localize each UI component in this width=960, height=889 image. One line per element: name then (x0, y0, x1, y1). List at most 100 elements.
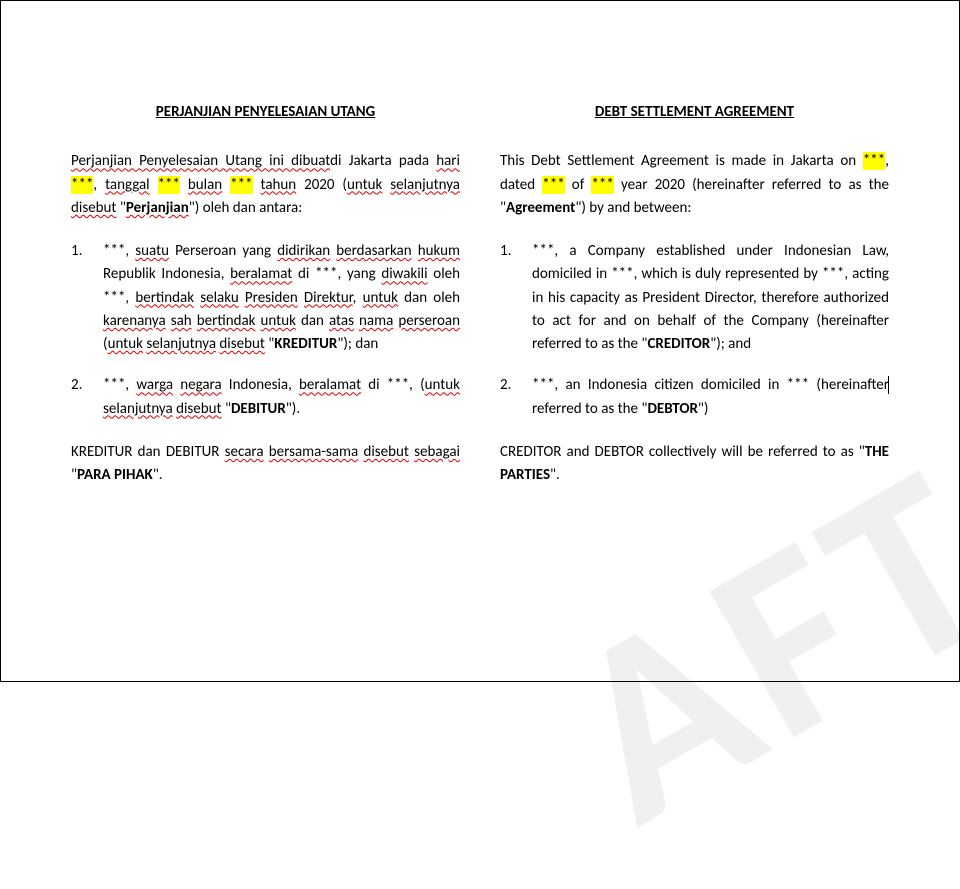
list-item: 1. ***, a Company established under Indo… (500, 240, 889, 356)
intro-text: disebut (71, 199, 116, 217)
intro-text: " (116, 199, 125, 217)
list-body: ***, suatu Perseroan yang didirikan berd… (103, 240, 460, 356)
list-body: ***, warga negara Indonesia, beralamat d… (103, 374, 460, 421)
txt: untuk (363, 289, 398, 307)
txt: negara (180, 376, 221, 394)
highlight-placeholder: *** (158, 176, 180, 194)
txt: berdasarkan (336, 242, 411, 260)
txt: Republik Indonesia, (103, 265, 230, 283)
txt: warga (136, 376, 173, 394)
txt: bertindak (135, 289, 194, 307)
highlight-placeholder: *** (71, 176, 93, 194)
txt: , (125, 242, 135, 260)
list-number: 2. (71, 374, 103, 421)
highlight-placeholder: *** (591, 176, 613, 194)
txt: of (565, 176, 592, 194)
txt: sah (171, 312, 192, 330)
txt: hukum (418, 242, 460, 260)
highlight-placeholder: *** (230, 176, 252, 194)
txt: selaku (200, 289, 238, 307)
txt: Perseroan yang (169, 242, 277, 260)
intro-text: selanjutnya (390, 176, 460, 194)
intro-text: bulan (188, 176, 222, 194)
list-number: 2. (500, 374, 532, 421)
right-title: DEBT SETTLEMENT AGREEMENT (500, 101, 889, 124)
intro-text: di Jakarta pada (330, 152, 436, 170)
right-party-list: 1. ***, a Company established under Indo… (500, 240, 889, 421)
txt: "); dan (337, 335, 378, 353)
txt: ") by and between: (575, 199, 691, 217)
sp (180, 176, 188, 194)
list-item: 1. ***, suatu Perseroan yang didirikan b… (71, 240, 460, 356)
txt: bertindak (197, 312, 256, 330)
right-column: DEBT SETTLEMENT AGREEMENT This Debt Sett… (500, 101, 889, 487)
text-cursor (888, 376, 889, 394)
highlight-placeholder: *** (863, 152, 885, 170)
txt: ". (550, 466, 560, 484)
txt: dan (296, 312, 329, 330)
txt: untuk (261, 312, 296, 330)
list-number: 1. (71, 240, 103, 356)
intro-text: tanggal (105, 176, 150, 194)
bold-term: CREDITOR (647, 335, 710, 353)
txt: karenanya (103, 312, 166, 330)
intro-text: untuk (347, 176, 382, 194)
intro-text: , (93, 176, 105, 194)
right-intro: This Debt Settlement Agreement is made i… (500, 150, 889, 220)
txt: "). (286, 400, 300, 418)
txt: bersama-sama (269, 443, 358, 461)
sp (222, 176, 230, 194)
txt: ***, an Indonesia citizen domiciled in *… (532, 376, 889, 394)
txt: Presiden (245, 289, 298, 307)
bold-term: DEBTOR (647, 400, 697, 418)
txt: *** (103, 242, 125, 260)
bold-term: Perjanjian (126, 199, 189, 217)
txt: ". (153, 466, 163, 484)
txt: , (125, 376, 136, 394)
txt: " (265, 335, 274, 353)
bold-term: KREDITUR (274, 335, 337, 353)
txt: *** (103, 376, 125, 394)
document-page: PERJANJIAN PENYELESAIAN UTANG Perjanjian… (1, 1, 959, 517)
txt: This Debt Settlement Agreement is made i… (500, 152, 863, 170)
txt: Direktur (304, 289, 353, 307)
intro-text: 2020 ( (296, 176, 347, 194)
list-item: 2. ***, an Indonesia citizen domiciled i… (500, 374, 889, 421)
txt: nama (359, 312, 393, 330)
txt: CREDITOR and DEBTOR collectively will be… (500, 443, 865, 461)
txt: referred to as the " (532, 400, 647, 418)
txt: suatu (135, 242, 169, 260)
txt: beralamat (299, 376, 361, 394)
sp (150, 176, 158, 194)
txt: untuk (108, 335, 143, 353)
txt: di ***, ( (361, 376, 425, 394)
intro-text: hari (436, 152, 460, 170)
txt: sebagai (414, 443, 460, 461)
txt: di ***, yang (292, 265, 381, 283)
bold-term: Agreement (506, 199, 575, 217)
txt: untuk (425, 376, 460, 394)
txt: "); and (710, 335, 751, 353)
txt: " (222, 400, 231, 418)
txt: disebut (176, 400, 221, 418)
right-closing: CREDITOR and DEBTOR collectively will be… (500, 441, 889, 488)
txt: diwakili (381, 265, 427, 283)
txt: didirikan (277, 242, 330, 260)
txt: dan oleh (398, 289, 460, 307)
txt: ") (698, 400, 709, 418)
left-title: PERJANJIAN PENYELESAIAN UTANG (71, 101, 460, 124)
intro-text: Perjanjian Penyelesaian Utang ini dibuat (71, 152, 330, 170)
left-intro: Perjanjian Penyelesaian Utang ini dibuat… (71, 150, 460, 220)
txt: disebut (363, 443, 408, 461)
txt: secara (225, 443, 264, 461)
txt: KREDITUR dan DEBITUR (71, 443, 225, 461)
list-body: ***, a Company established under Indones… (532, 240, 889, 356)
txt: beralamat (230, 265, 292, 283)
left-closing: KREDITUR dan DEBITUR secara bersama-sama… (71, 441, 460, 488)
intro-text: ") oleh dan antara: (189, 199, 302, 217)
left-column: PERJANJIAN PENYELESAIAN UTANG Perjanjian… (71, 101, 460, 487)
bold-term: PARA PIHAK (77, 466, 153, 484)
txt: selanjutnya (146, 335, 216, 353)
sp (253, 176, 261, 194)
txt: Indonesia, (222, 376, 299, 394)
